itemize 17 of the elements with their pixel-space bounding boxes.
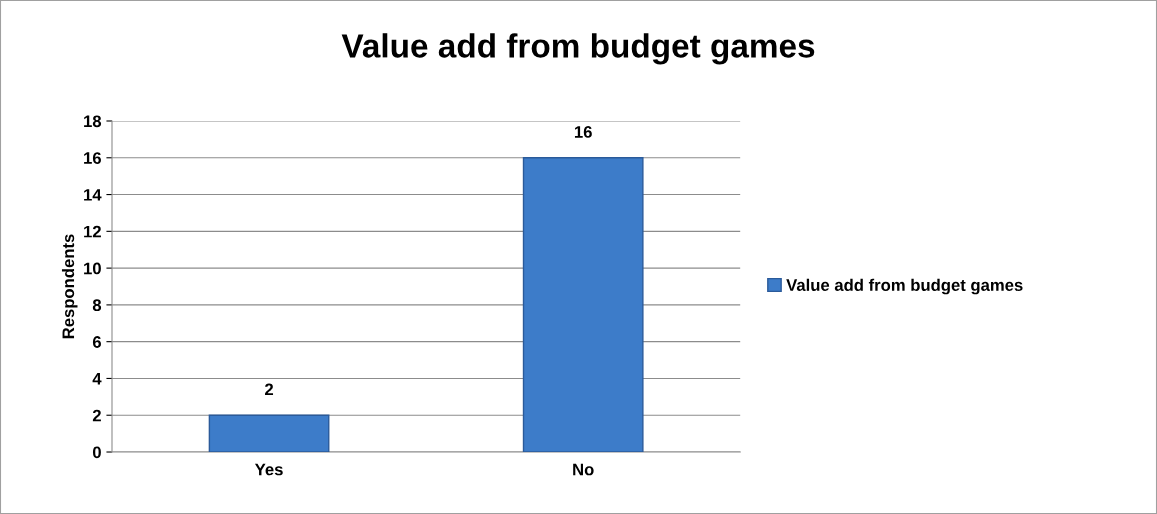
y-tick-label: 6: [92, 336, 101, 348]
data-label: 16: [574, 126, 592, 138]
y-tick-label: 0: [92, 446, 101, 459]
x-tick-label: Yes: [254, 463, 283, 476]
chart-title: Value add from budget games: [341, 33, 815, 65]
data-label: 2: [265, 383, 274, 396]
y-tick-label: 4: [92, 373, 102, 385]
y-tick-label: 8: [92, 299, 102, 312]
y-tick-label: 10: [84, 262, 101, 275]
y-tick-label: 2: [92, 409, 101, 422]
y-tick-label: 14: [84, 189, 102, 201]
y-tick-label: 16: [84, 152, 101, 164]
y-tick-label: 12: [84, 225, 101, 238]
x-tick-label: No: [573, 463, 594, 476]
y-tick-label: 18: [84, 115, 102, 128]
legend-label: Value add from budget games: [786, 278, 1023, 295]
y-axis-title: Respondents: [61, 234, 78, 339]
